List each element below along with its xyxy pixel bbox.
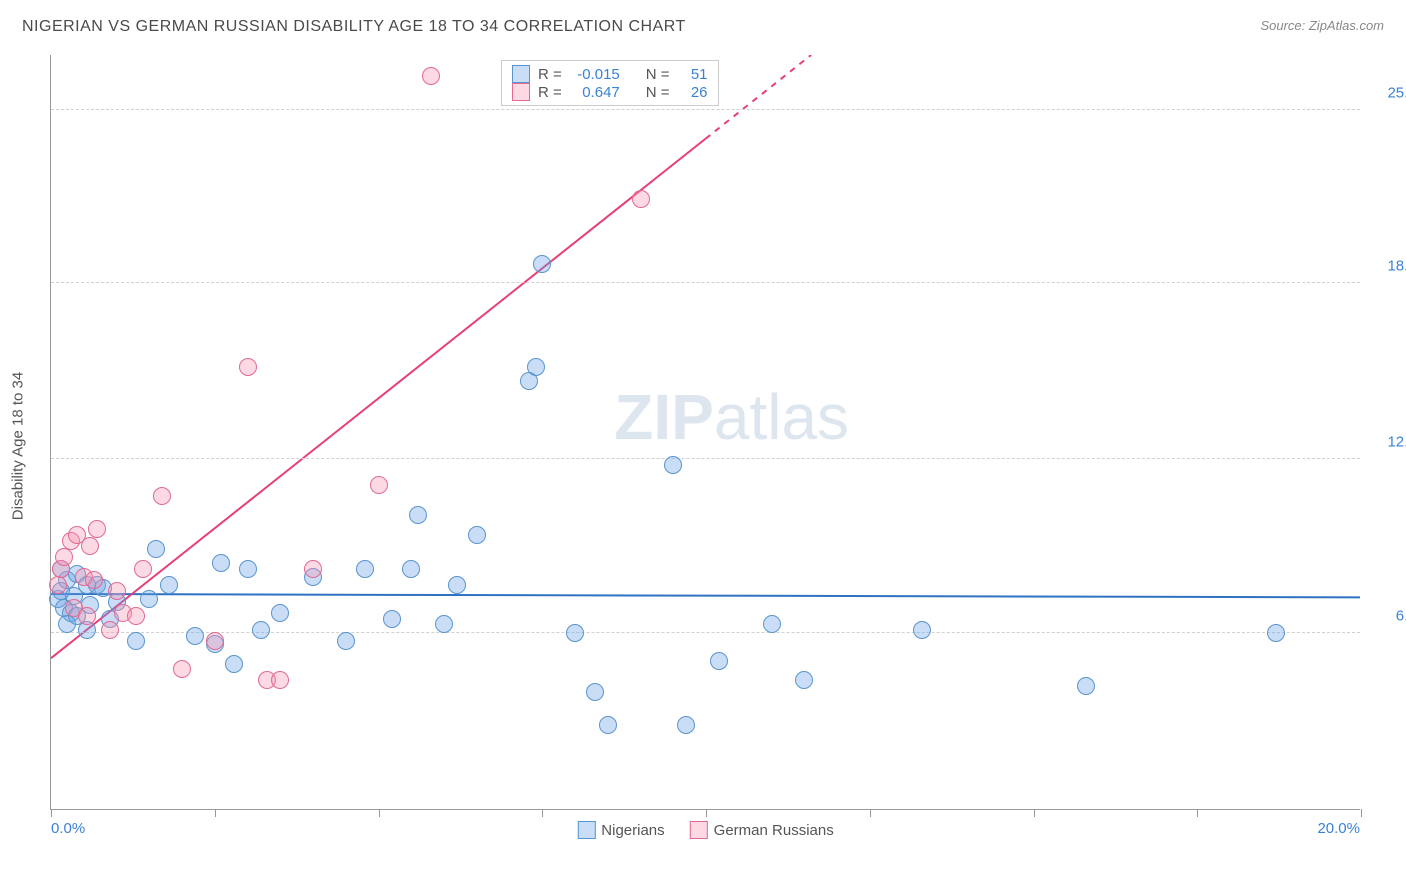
data-point — [664, 456, 682, 474]
x-axis-max-label: 20.0% — [1317, 820, 1360, 837]
x-tick — [870, 809, 871, 817]
x-tick — [542, 809, 543, 817]
y-axis-label: Disability Age 18 to 34 — [10, 372, 27, 520]
data-point — [127, 607, 145, 625]
data-point — [304, 560, 322, 578]
data-point — [78, 607, 96, 625]
correlation-legend-row: R = -0.015 N = 51 — [512, 65, 708, 83]
legend-label: Nigerians — [601, 822, 664, 839]
x-axis-min-label: 0.0% — [51, 820, 85, 837]
data-point — [370, 476, 388, 494]
data-point — [383, 610, 401, 628]
legend-swatch — [512, 83, 530, 101]
data-point — [239, 358, 257, 376]
gridline-h — [51, 109, 1360, 110]
data-point — [55, 548, 73, 566]
legend-item: Nigerians — [577, 821, 664, 839]
y-tick-label: 25.0% — [1370, 84, 1406, 101]
data-point — [186, 627, 204, 645]
correlation-legend-row: R = 0.647 N = 26 — [512, 83, 708, 101]
data-point — [239, 560, 257, 578]
data-point — [127, 632, 145, 650]
data-point — [710, 652, 728, 670]
legend-label: German Russians — [714, 822, 834, 839]
data-point — [527, 358, 545, 376]
data-point — [337, 632, 355, 650]
r-label: R = — [538, 66, 562, 83]
x-tick — [1197, 809, 1198, 817]
data-point — [85, 571, 103, 589]
n-label: N = — [646, 84, 670, 101]
n-value: 51 — [678, 66, 708, 83]
data-point — [108, 582, 126, 600]
r-label: R = — [538, 84, 562, 101]
gridline-h — [51, 458, 1360, 459]
series-legend: Nigerians German Russians — [577, 821, 833, 839]
data-point — [271, 671, 289, 689]
data-point — [402, 560, 420, 578]
scatter-plot-area: ZIPatlas R =-0.015N =51R =0.647N =26 0.0… — [50, 55, 1360, 810]
data-point — [81, 537, 99, 555]
data-point — [795, 671, 813, 689]
n-value: 26 — [678, 84, 708, 101]
x-tick — [706, 809, 707, 817]
data-point — [88, 520, 106, 538]
y-tick-label: 12.5% — [1370, 434, 1406, 451]
data-point — [435, 615, 453, 633]
y-tick-label: 18.8% — [1370, 258, 1406, 275]
data-point — [409, 506, 427, 524]
data-point — [599, 716, 617, 734]
data-point — [147, 540, 165, 558]
y-tick-label: 6.3% — [1370, 607, 1406, 624]
data-point — [1077, 677, 1095, 695]
watermark: ZIPatlas — [614, 380, 849, 454]
chart-title: NIGERIAN VS GERMAN RUSSIAN DISABILITY AG… — [22, 18, 686, 35]
data-point — [632, 190, 650, 208]
data-point — [566, 624, 584, 642]
data-point — [101, 621, 119, 639]
x-tick — [51, 809, 52, 817]
data-point — [134, 560, 152, 578]
n-label: N = — [646, 66, 670, 83]
data-point — [206, 632, 224, 650]
trend-lines — [51, 55, 1360, 809]
x-tick — [1361, 809, 1362, 817]
data-point — [153, 487, 171, 505]
data-point — [212, 554, 230, 572]
data-point — [468, 526, 486, 544]
source-attribution: Source: ZipAtlas.com — [1260, 18, 1384, 33]
data-point — [225, 655, 243, 673]
data-point — [448, 576, 466, 594]
data-point — [49, 576, 67, 594]
data-point — [173, 660, 191, 678]
data-point — [763, 615, 781, 633]
legend-swatch — [512, 65, 530, 83]
gridline-h — [51, 282, 1360, 283]
x-tick — [1034, 809, 1035, 817]
data-point — [677, 716, 695, 734]
correlation-legend: R = -0.015 N = 51 R = 0.647 N = 26 — [501, 60, 719, 106]
data-point — [252, 621, 270, 639]
data-point — [356, 560, 374, 578]
legend-swatch — [577, 821, 595, 839]
data-point — [1267, 624, 1285, 642]
x-tick — [215, 809, 216, 817]
data-point — [140, 590, 158, 608]
data-point — [533, 255, 551, 273]
gridline-h — [51, 632, 1360, 633]
data-point — [271, 604, 289, 622]
x-tick — [379, 809, 380, 817]
data-point — [913, 621, 931, 639]
legend-swatch — [690, 821, 708, 839]
data-point — [422, 67, 440, 85]
data-point — [160, 576, 178, 594]
r-value: -0.015 — [570, 66, 620, 83]
legend-item: German Russians — [690, 821, 834, 839]
r-value: 0.647 — [570, 84, 620, 101]
data-point — [586, 683, 604, 701]
